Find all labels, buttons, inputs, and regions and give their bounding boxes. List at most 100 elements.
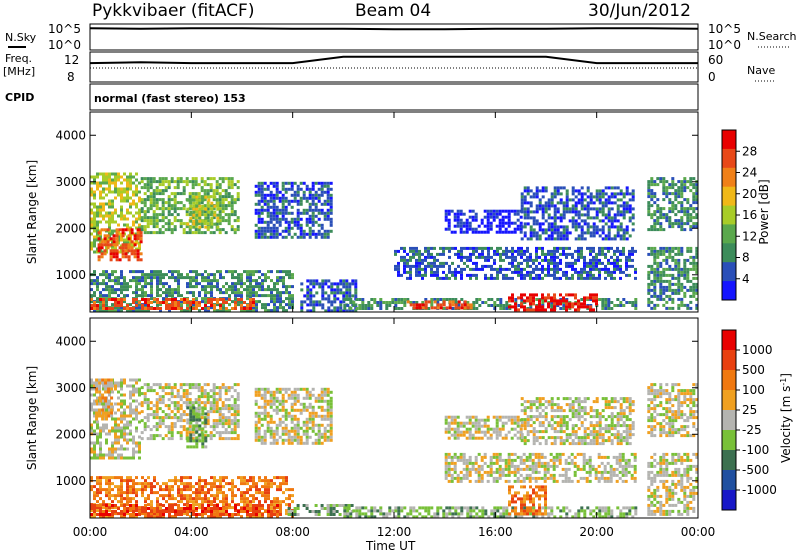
velocity-cell <box>153 485 156 489</box>
power-cell <box>634 249 637 253</box>
power-cell <box>102 307 105 310</box>
power-region <box>90 298 255 310</box>
power-cell <box>197 183 201 187</box>
power-cell <box>403 270 406 274</box>
power-cell <box>498 209 502 213</box>
power-cell <box>505 307 509 310</box>
velocity-cell <box>126 423 129 427</box>
power-cell <box>180 294 183 298</box>
power-cell <box>197 231 201 235</box>
noise-left-tick-bottom: 10^0 <box>48 38 81 52</box>
power-cell <box>240 279 243 283</box>
power-cell <box>583 276 586 280</box>
velocity-cell <box>168 485 171 489</box>
power-cell <box>397 273 400 277</box>
power-cell <box>93 220 96 224</box>
power-cell <box>589 198 593 202</box>
velocity-cell <box>192 418 196 422</box>
velocity-cell <box>221 401 225 405</box>
power-cell <box>282 279 285 283</box>
power-cell <box>523 213 527 217</box>
power-cell <box>218 198 222 202</box>
power-cell <box>336 288 340 292</box>
power-cell <box>204 270 207 274</box>
power-cell <box>647 252 651 256</box>
power-cell <box>189 219 193 223</box>
power-cell <box>333 291 337 295</box>
power-cell <box>385 301 389 304</box>
power-cell <box>483 209 487 213</box>
power-cell <box>200 207 204 211</box>
power-cell <box>191 186 195 190</box>
power-cell <box>173 207 177 211</box>
power-cell <box>240 285 243 289</box>
power-cell <box>161 210 165 214</box>
power-cell <box>647 186 651 190</box>
power-cell <box>215 180 219 184</box>
velocity-cell <box>96 426 99 430</box>
power-cell <box>586 246 589 250</box>
velocity-cell <box>186 406 190 410</box>
power-cell <box>179 225 183 229</box>
power-cell <box>234 270 237 274</box>
power-cell <box>604 216 608 220</box>
power-cell <box>517 270 520 274</box>
power-cell <box>433 264 436 268</box>
power-cell <box>135 241 138 245</box>
power-cell <box>320 202 324 206</box>
power-cell <box>141 291 144 295</box>
power-cell <box>201 276 204 280</box>
power-cell <box>607 228 611 232</box>
power-cell <box>150 270 153 274</box>
velocity-cell <box>143 398 147 402</box>
power-cell <box>126 217 129 221</box>
velocity-cell <box>147 494 150 498</box>
power-cell <box>692 276 696 280</box>
power-cell <box>668 207 672 211</box>
power-cell <box>535 210 539 214</box>
velocity-cell <box>218 392 222 396</box>
power-cell <box>260 190 264 194</box>
velocity-cell <box>138 441 141 445</box>
velocity-cell <box>186 439 190 443</box>
velocity-cell <box>120 420 123 424</box>
power-cell <box>460 255 463 259</box>
power-cell <box>312 306 316 310</box>
power-cell <box>550 198 554 202</box>
power-cell <box>659 261 663 265</box>
power-cell <box>472 304 476 307</box>
power-cell <box>234 307 237 310</box>
power-cell <box>308 220 312 224</box>
power-cell <box>312 282 316 286</box>
power-cell <box>394 304 398 307</box>
power-cell <box>625 231 629 235</box>
power-cell <box>513 221 517 225</box>
velocity-cell <box>117 500 120 504</box>
power-cell <box>571 305 574 309</box>
power-region <box>520 186 635 241</box>
power-y-tick-label: 1000 <box>55 268 86 282</box>
power-cell <box>601 213 605 217</box>
power-cell <box>330 288 334 292</box>
power-cell <box>574 195 578 199</box>
velocity-cell <box>120 414 123 418</box>
power-cell <box>127 255 131 259</box>
power-cell <box>120 232 123 236</box>
power-cell <box>308 235 312 239</box>
velocity-cell <box>93 512 96 516</box>
power-cell <box>631 304 635 307</box>
power-cell <box>502 276 505 280</box>
power-cell <box>139 240 143 244</box>
power-cell <box>625 258 628 262</box>
power-cell <box>529 308 532 312</box>
power-cell <box>282 282 285 286</box>
power-cell <box>308 208 312 212</box>
power-cell <box>269 199 273 203</box>
power-cell <box>108 226 111 230</box>
power-cell <box>480 230 484 234</box>
power-cell <box>140 177 144 181</box>
power-cell <box>559 252 562 256</box>
velocity-cell <box>123 479 126 483</box>
power-cell <box>689 246 693 250</box>
power-cell <box>442 270 445 274</box>
